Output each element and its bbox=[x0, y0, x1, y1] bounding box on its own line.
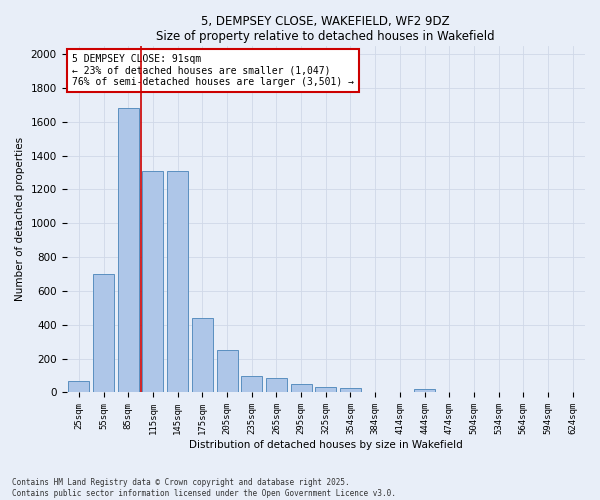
Bar bbox=[266, 378, 287, 392]
Bar bbox=[192, 318, 213, 392]
Bar bbox=[118, 108, 139, 393]
Bar bbox=[142, 171, 163, 392]
Title: 5, DEMPSEY CLOSE, WAKEFIELD, WF2 9DZ
Size of property relative to detached house: 5, DEMPSEY CLOSE, WAKEFIELD, WF2 9DZ Siz… bbox=[157, 15, 495, 43]
Y-axis label: Number of detached properties: Number of detached properties bbox=[15, 137, 25, 301]
Bar bbox=[340, 388, 361, 392]
X-axis label: Distribution of detached houses by size in Wakefield: Distribution of detached houses by size … bbox=[189, 440, 463, 450]
Text: Contains HM Land Registry data © Crown copyright and database right 2025.
Contai: Contains HM Land Registry data © Crown c… bbox=[12, 478, 396, 498]
Bar bbox=[290, 384, 311, 392]
Bar bbox=[315, 388, 336, 392]
Bar bbox=[217, 350, 238, 393]
Bar bbox=[167, 171, 188, 392]
Bar bbox=[414, 389, 435, 392]
Text: 5 DEMPSEY CLOSE: 91sqm
← 23% of detached houses are smaller (1,047)
76% of semi-: 5 DEMPSEY CLOSE: 91sqm ← 23% of detached… bbox=[72, 54, 354, 88]
Bar bbox=[241, 376, 262, 392]
Bar bbox=[93, 274, 114, 392]
Bar bbox=[68, 380, 89, 392]
